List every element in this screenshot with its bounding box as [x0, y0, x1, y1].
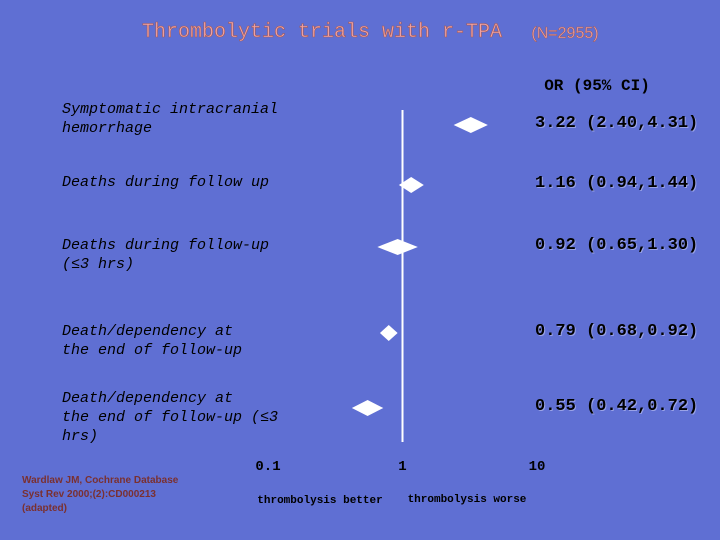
- chart-subtitle: (N=2955): [531, 25, 598, 42]
- or-diamond: [377, 239, 418, 255]
- chart-title: Thrombolytic trials with r-TPA: [142, 21, 502, 44]
- value-label: 0.92 (0.65,1.30): [535, 236, 699, 255]
- x-label-left: thrombolysis better: [257, 495, 382, 507]
- value-label: 0.79 (0.68,0.92): [535, 322, 699, 341]
- value-label: 1.16 (0.94,1.44): [535, 174, 699, 193]
- x-tick-label: 0.1: [255, 459, 280, 475]
- row-label: Death/dependency at the end of follow-up…: [62, 390, 279, 445]
- or-diamond: [453, 117, 488, 133]
- or-diamond: [379, 325, 398, 341]
- x-label-right: thrombolysis worse: [408, 494, 527, 506]
- value-label: 0.55 (0.42,0.72): [535, 397, 699, 416]
- or-diamond: [351, 400, 384, 416]
- row-label: Symptomatic intracranial hemorrhage: [62, 101, 279, 137]
- x-tick-label: 10: [529, 459, 546, 475]
- column-header: OR (95% CI): [544, 77, 650, 95]
- x-tick-label: 1: [398, 459, 406, 475]
- row-label: Deaths during follow up: [62, 174, 270, 191]
- or-diamond: [398, 177, 424, 193]
- row-label: Deaths during follow-up (≤3 hrs): [62, 237, 270, 273]
- value-label: 3.22 (2.40,4.31): [535, 114, 699, 133]
- row-label: Death/dependency at the end of follow-up: [62, 323, 243, 359]
- source-note: Wardlaw JM, Cochrane Database Syst Rev 2…: [22, 475, 179, 514]
